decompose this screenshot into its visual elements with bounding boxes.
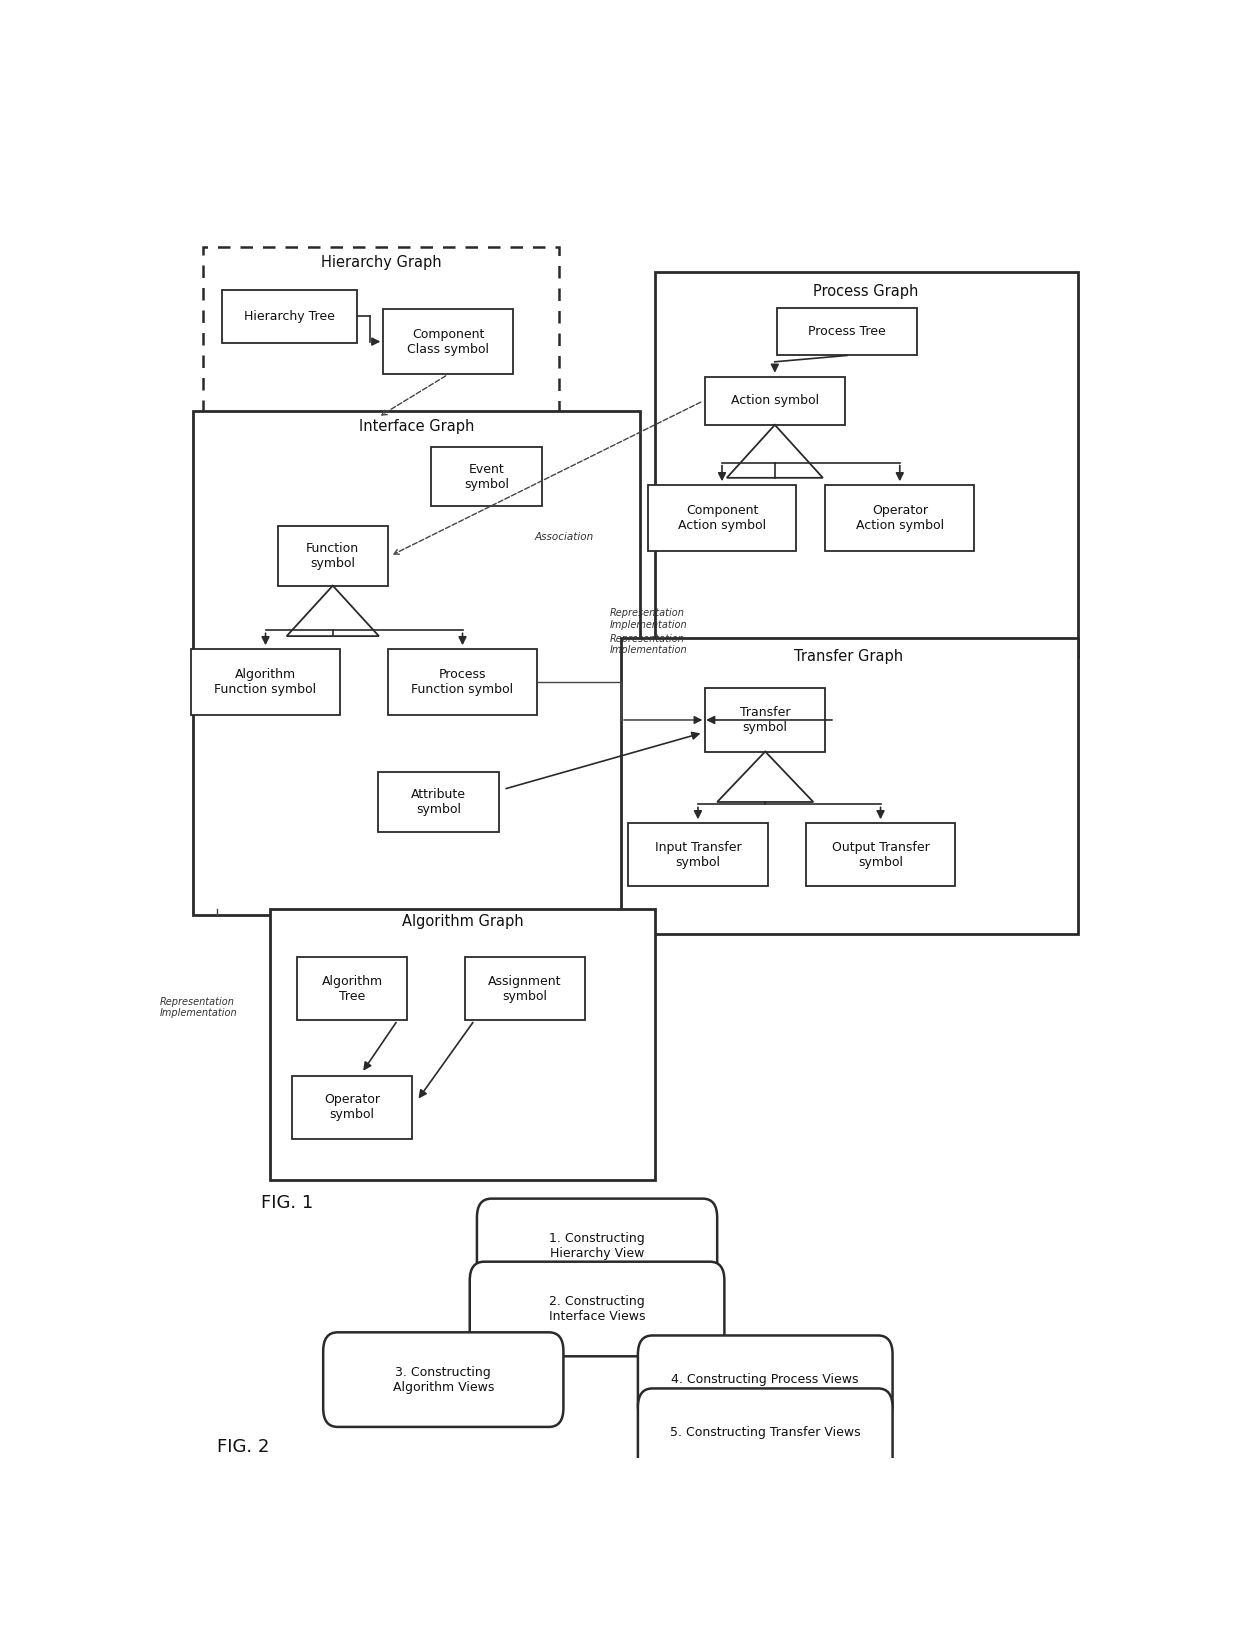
Bar <box>278 526 388 586</box>
Bar <box>291 1076 412 1138</box>
Text: 2. Constructing
Interface Views: 2. Constructing Interface Views <box>549 1296 645 1324</box>
Text: FIG. 1: FIG. 1 <box>260 1194 312 1212</box>
Text: Component
Class symbol: Component Class symbol <box>407 328 489 355</box>
Text: Input Transfer
symbol: Input Transfer symbol <box>655 840 742 868</box>
Bar <box>706 688 826 752</box>
Text: Association: Association <box>534 532 594 542</box>
Text: Representation
Implementation: Representation Implementation <box>610 608 687 631</box>
Text: Output Transfer
symbol: Output Transfer symbol <box>832 840 930 868</box>
Text: Transfer Graph: Transfer Graph <box>795 649 904 665</box>
Text: Process Tree: Process Tree <box>808 324 885 337</box>
Bar <box>621 639 1078 934</box>
Text: Algorithm Graph: Algorithm Graph <box>402 914 523 929</box>
Bar <box>826 485 975 550</box>
Text: Representation
Implementation: Representation Implementation <box>160 998 237 1019</box>
Bar <box>806 824 955 886</box>
Bar <box>222 290 357 342</box>
Text: Operator
Action symbol: Operator Action symbol <box>856 505 944 532</box>
Bar <box>378 773 498 832</box>
FancyBboxPatch shape <box>324 1332 563 1427</box>
Text: Function
symbol: Function symbol <box>306 542 360 570</box>
Text: Algorithm
Tree: Algorithm Tree <box>321 975 383 1002</box>
Text: Interface Graph: Interface Graph <box>358 419 474 434</box>
Text: Attribute
symbol: Attribute symbol <box>410 788 466 816</box>
Bar <box>465 957 585 1020</box>
Text: 3. Constructing
Algorithm Views: 3. Constructing Algorithm Views <box>393 1366 494 1394</box>
Text: 4. Constructing Process Views: 4. Constructing Process Views <box>672 1373 859 1386</box>
Bar <box>777 308 916 355</box>
Text: Assignment
symbol: Assignment symbol <box>489 975 562 1002</box>
Bar <box>296 957 407 1020</box>
Bar <box>383 310 513 375</box>
Bar <box>388 649 537 714</box>
Text: FIG. 2: FIG. 2 <box>217 1438 270 1456</box>
Bar <box>203 247 558 418</box>
Bar <box>191 649 340 714</box>
Text: Component
Action symbol: Component Action symbol <box>678 505 766 532</box>
Text: Action symbol: Action symbol <box>730 395 818 408</box>
Bar <box>655 272 1078 657</box>
Bar <box>629 824 768 886</box>
FancyBboxPatch shape <box>637 1389 893 1477</box>
Bar <box>647 485 796 550</box>
Text: Event
symbol: Event symbol <box>464 462 510 490</box>
Bar <box>193 411 640 916</box>
Text: 1. Constructing
Hierarchy View: 1. Constructing Hierarchy View <box>549 1232 645 1260</box>
Text: Hierarchy Graph: Hierarchy Graph <box>320 254 441 270</box>
Text: 5. Constructing Transfer Views: 5. Constructing Transfer Views <box>670 1427 861 1440</box>
Text: Operator
symbol: Operator symbol <box>324 1093 379 1120</box>
FancyBboxPatch shape <box>637 1335 893 1423</box>
Bar <box>706 377 844 424</box>
FancyBboxPatch shape <box>470 1261 724 1356</box>
Text: Algorithm
Function symbol: Algorithm Function symbol <box>215 668 316 696</box>
Bar <box>270 909 655 1181</box>
FancyBboxPatch shape <box>477 1199 717 1294</box>
Bar <box>432 447 542 506</box>
Text: Representation
Implementation: Representation Implementation <box>610 634 687 655</box>
Text: Process Graph: Process Graph <box>813 283 919 298</box>
Text: Hierarchy Tree: Hierarchy Tree <box>244 310 335 323</box>
Text: Process
Function symbol: Process Function symbol <box>412 668 513 696</box>
Text: Transfer
symbol: Transfer symbol <box>740 706 790 734</box>
